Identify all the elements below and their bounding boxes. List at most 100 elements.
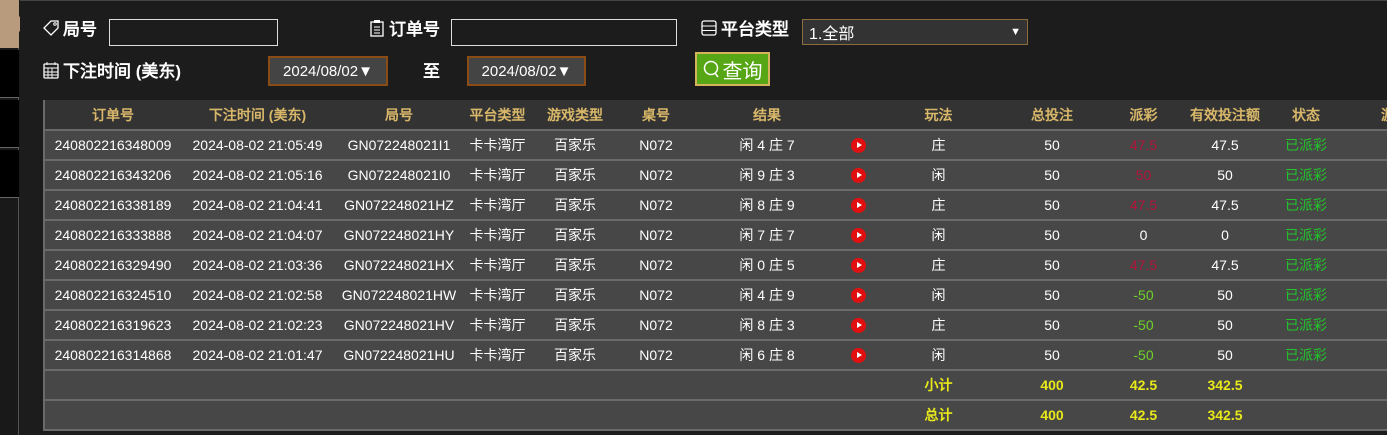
empty-cell <box>1346 400 1387 431</box>
platform-cell: 卡卡湾厅 <box>464 160 531 191</box>
play-video-icon[interactable] <box>851 318 866 334</box>
total-bet-cell: 50 <box>1001 340 1103 371</box>
replay-cell <box>841 280 876 311</box>
bet-type-cell: 庄 <box>876 130 1001 161</box>
query-button[interactable]: 查询 <box>695 52 770 86</box>
round-label: 局号 <box>63 20 97 39</box>
column-header: 游戏类型 <box>531 100 619 131</box>
column-header: 订单号 <box>43 100 181 131</box>
total-bet-sum: 400 <box>1001 370 1103 401</box>
sidebar-item[interactable] <box>0 150 19 198</box>
game-type-cell: 百家乐 <box>531 220 619 251</box>
platform-cell: 卡卡湾厅 <box>464 130 531 161</box>
total-bet-cell: 50 <box>1001 280 1103 311</box>
status-cell: 已派彩 <box>1266 250 1346 281</box>
valid-bet-cell: 50 <box>1184 160 1266 191</box>
to-label: 至 <box>423 62 440 81</box>
sidebar-item[interactable] <box>0 50 19 98</box>
play-video-icon[interactable] <box>851 168 866 184</box>
table-number-cell: N072 <box>619 190 693 221</box>
column-header: 局号 <box>334 100 464 131</box>
play-video-icon[interactable] <box>851 258 866 274</box>
bet-time-cell: 2024-08-02 21:01:47 <box>181 340 334 371</box>
bet-time-cell: 2024-08-02 21:05:49 <box>181 130 334 161</box>
bet-time-cell: 2024-08-02 21:02:23 <box>181 310 334 341</box>
table-row: 240802216329490 2024-08-02 21:03:36 GN0722… <box>43 250 1387 281</box>
total-bet-cell: 50 <box>1001 220 1103 251</box>
order-filter-label: 订单号 <box>368 15 440 40</box>
sidebar-item-active[interactable] <box>0 0 26 48</box>
total-bet-sum: 400 <box>1001 400 1103 431</box>
valid-bet-cell: 47.5 <box>1184 250 1266 281</box>
table-row: 240802216314868 2024-08-02 21:01:47 GN0722… <box>43 340 1387 371</box>
table-number-cell: N072 <box>619 160 693 191</box>
valid-bet-sum: 342.5 <box>1184 370 1266 401</box>
order-input[interactable] <box>451 19 677 46</box>
table-number-cell: N072 <box>619 130 693 161</box>
game-cell <box>1346 220 1387 251</box>
bet-time-cell: 2024-08-02 21:04:41 <box>181 190 334 221</box>
column-header: 游戏 <box>1346 100 1387 131</box>
play-video-icon[interactable] <box>851 348 866 364</box>
play-video-icon[interactable] <box>851 228 866 244</box>
game-type-cell: 百家乐 <box>531 130 619 161</box>
column-header: 平台类型 <box>464 100 531 131</box>
valid-bet-sum: 342.5 <box>1184 400 1266 431</box>
round-cell: GN072248021I1 <box>334 130 464 161</box>
empty-cell <box>531 400 619 431</box>
valid-bet-cell: 50 <box>1184 310 1266 341</box>
column-header: 桌号 <box>619 100 693 131</box>
platform-cell: 卡卡湾厅 <box>464 310 531 341</box>
play-video-icon[interactable] <box>851 138 866 154</box>
column-header: 下注时间 (美东) <box>181 100 334 131</box>
platform-cell: 卡卡湾厅 <box>464 340 531 371</box>
order-id-cell: 240802216333888 <box>43 220 181 251</box>
bet-time-cell: 2024-08-02 21:03:36 <box>181 250 334 281</box>
bet-type-cell: 闲 <box>876 340 1001 371</box>
order-id-cell: 240802216324510 <box>43 280 181 311</box>
platform-filter-label: 平台类型 <box>700 15 789 40</box>
payout-cell: 50 <box>1103 160 1184 191</box>
platform-cell: 卡卡湾厅 <box>464 190 531 221</box>
empty-cell <box>334 370 464 401</box>
date-to-select[interactable]: 2024/08/02▼ <box>467 56 586 86</box>
table-header: 订单号 下注时间 (美东) 局号 平台类型 游戏类型 桌号 结果 玩法 总投注 派彩 有效投注额 状态… <box>43 100 1387 131</box>
round-cell: GN072248021HV <box>334 310 464 341</box>
order-id-cell: 240802216348009 <box>43 130 181 161</box>
play-video-icon[interactable] <box>851 198 866 214</box>
bet-records-table: 订单号 下注时间 (美东) 局号 平台类型 游戏类型 桌号 结果 玩法 总投注 派彩 有效投注额 状态… <box>43 100 1387 431</box>
empty-cell <box>531 370 619 401</box>
round-cell: GN072248021HX <box>334 250 464 281</box>
platform-cell: 卡卡湾厅 <box>464 220 531 251</box>
game-type-cell: 百家乐 <box>531 160 619 191</box>
platform-cell: 卡卡湾厅 <box>464 250 531 281</box>
sidebar-item[interactable] <box>0 100 19 148</box>
date-from-select[interactable]: 2024/08/02▼ <box>268 56 388 86</box>
search-icon <box>703 60 719 78</box>
empty-cell <box>693 400 841 431</box>
result-cell: 闲 8 庄 9 <box>693 190 841 221</box>
platform-select[interactable]: 1.全部 ▼ <box>802 19 1028 45</box>
game-cell <box>1346 280 1387 311</box>
total-bet-cell: 50 <box>1001 160 1103 191</box>
payout-cell: 47.5 <box>1103 250 1184 281</box>
result-cell: 闲 4 庄 7 <box>693 130 841 161</box>
round-cell: GN072248021I0 <box>334 160 464 191</box>
order-id-cell: 240802216329490 <box>43 250 181 281</box>
table-number-cell: N072 <box>619 280 693 311</box>
total-bet-cell: 50 <box>1001 250 1103 281</box>
replay-cell <box>841 340 876 371</box>
order-id-cell: 240802216343206 <box>43 160 181 191</box>
status-cell: 已派彩 <box>1266 310 1346 341</box>
subtotal-row: 小计 400 42.5 342.5 <box>43 370 1387 401</box>
bet-time-cell: 2024-08-02 21:02:58 <box>181 280 334 311</box>
grand_total-row: 总计 400 42.5 342.5 <box>43 400 1387 431</box>
game-cell <box>1346 310 1387 341</box>
calendar-icon <box>43 61 59 79</box>
result-cell: 闲 7 庄 7 <box>693 220 841 251</box>
round-input[interactable] <box>109 19 278 46</box>
empty-cell <box>619 370 693 401</box>
table-row: 240802216343206 2024-08-02 21:05:16 GN0722… <box>43 160 1387 191</box>
play-video-icon[interactable] <box>851 288 866 304</box>
result-cell: 闲 4 庄 9 <box>693 280 841 311</box>
